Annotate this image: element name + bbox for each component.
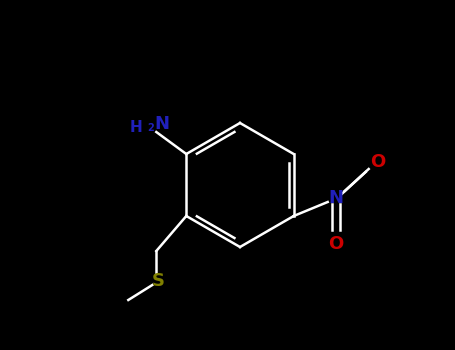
Text: O: O (370, 153, 385, 171)
Text: 2: 2 (147, 123, 154, 133)
Text: N: N (155, 115, 170, 133)
Text: N: N (328, 189, 343, 207)
Text: O: O (328, 235, 344, 253)
Text: S: S (152, 272, 165, 290)
Text: H: H (130, 120, 143, 135)
